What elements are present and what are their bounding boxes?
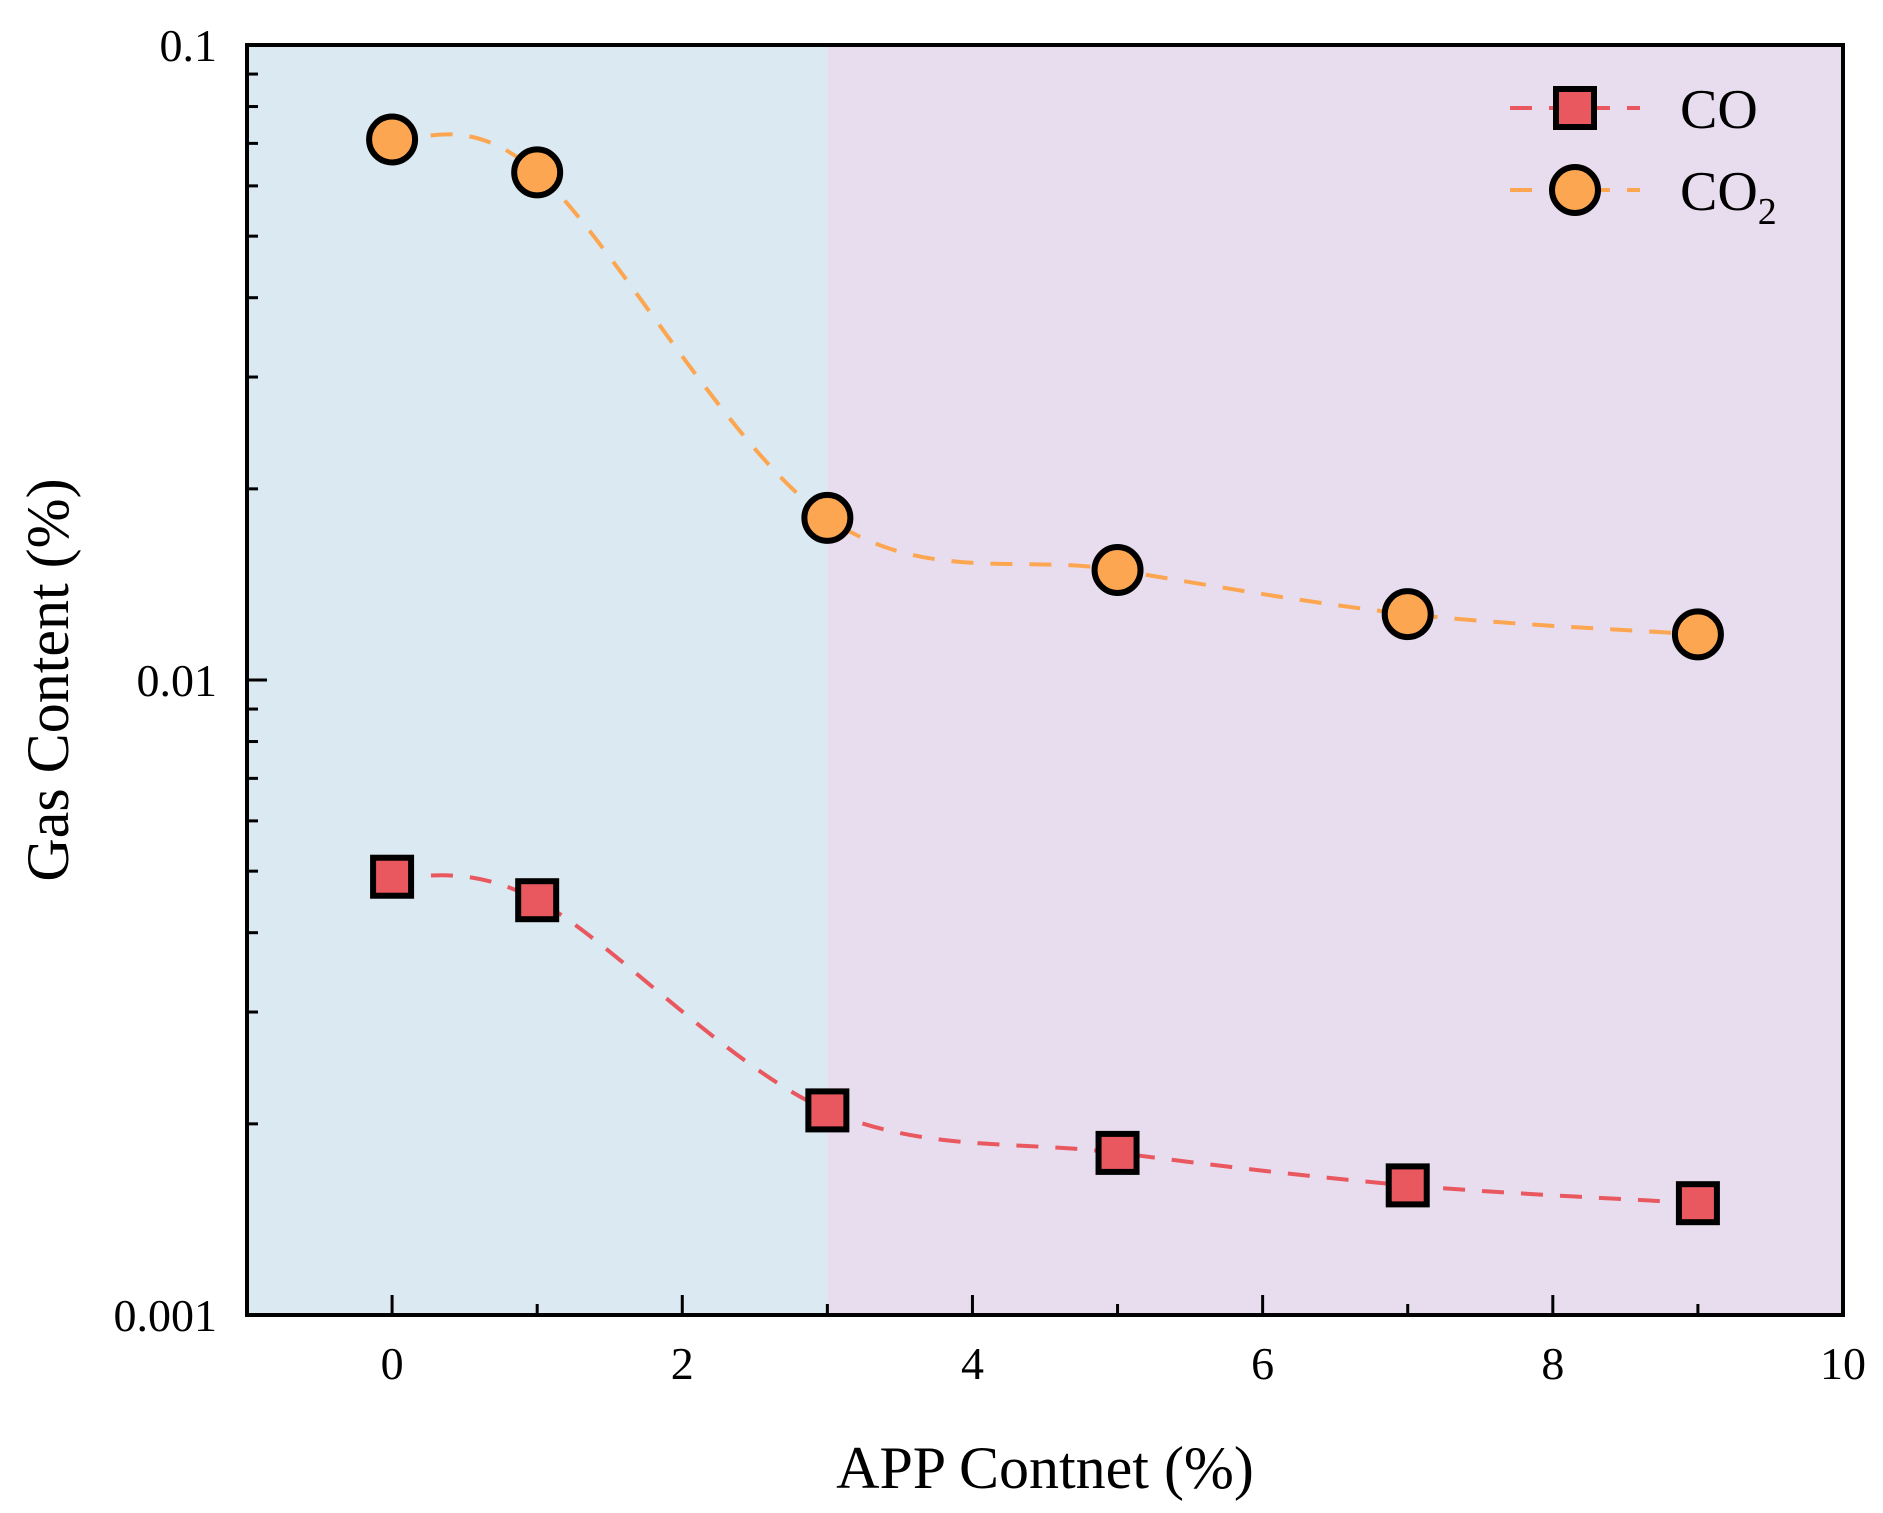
plot-frame (245, 43, 1845, 1317)
x-tick-label-5: 10 (1820, 1338, 1866, 1389)
data-point-CO-4 (1385, 1163, 1430, 1208)
data-point-CO-5 (1675, 1181, 1720, 1226)
series-CO (370, 854, 1720, 1226)
background-regions (247, 45, 1843, 1315)
data-point-CO2-3 (1091, 544, 1144, 597)
data-point-CO-3 (1095, 1130, 1140, 1175)
x-tick-label-1: 2 (671, 1338, 694, 1389)
y-tick-label-0: 0.001 (114, 1290, 218, 1341)
background-region-0 (247, 45, 828, 1315)
y-tick-labels: 0.001 0.01 0.1 (114, 20, 218, 1341)
legend-subscript-CO2: 2 (1758, 191, 1777, 233)
legend-label-CO: CO (1680, 79, 1758, 141)
series-line-CO2 (391, 132, 1699, 637)
x-tick-label-0: 0 (381, 1338, 404, 1389)
data-point-CO-0 (370, 854, 415, 899)
data-point-CO2-2 (801, 491, 854, 544)
data-point-CO-2 (805, 1088, 850, 1133)
y-axis-title: Gas Content (%) (15, 478, 81, 881)
series-line-CO (391, 873, 1699, 1206)
legend-marker-CO2 (1549, 164, 1601, 216)
x-tick-label-4: 8 (1541, 1338, 1564, 1389)
x-tick-labels: 0 2 4 6 8 10 (381, 1338, 1866, 1389)
x-axis-title: APP Contnet (%) (836, 1435, 1254, 1501)
legend-marker-CO (1553, 86, 1597, 130)
series-layer (366, 113, 1724, 1226)
background-region-1 (827, 45, 1843, 1315)
y-tick-label-2: 0.1 (160, 20, 218, 71)
x-tick-label-2: 4 (961, 1338, 984, 1389)
data-point-CO2-5 (1671, 608, 1724, 661)
data-point-CO2-1 (511, 146, 564, 199)
series-CO2 (366, 113, 1724, 661)
y-tick-label-1: 0.01 (137, 655, 218, 706)
x-tick-label-3: 6 (1251, 1338, 1274, 1389)
data-point-CO2-0 (366, 113, 419, 166)
data-point-CO-1 (515, 878, 560, 923)
data-point-CO2-4 (1381, 588, 1434, 641)
